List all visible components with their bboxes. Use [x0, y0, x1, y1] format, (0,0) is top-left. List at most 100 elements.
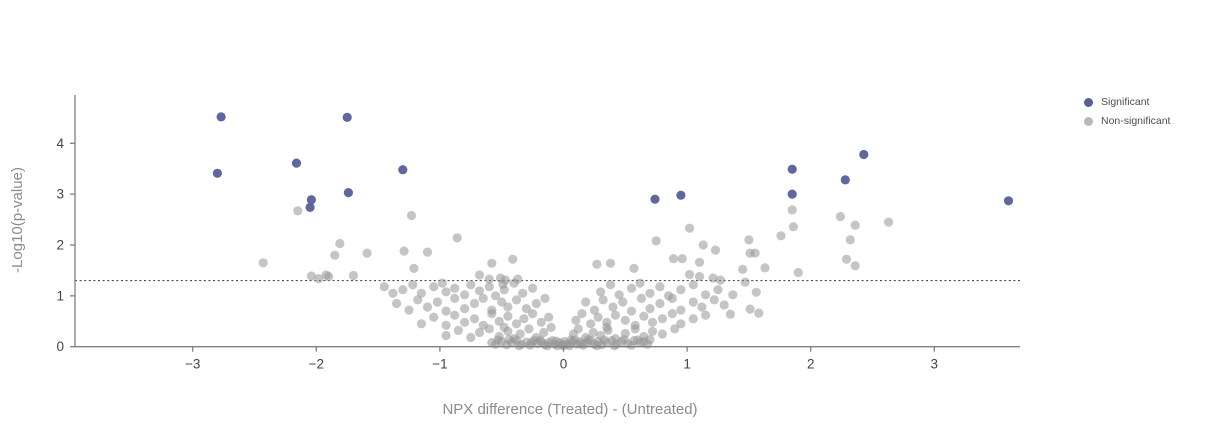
- data-point-non-significant[interactable]: [503, 302, 513, 312]
- data-point-non-significant[interactable]: [841, 254, 852, 264]
- data-point-non-significant[interactable]: [460, 317, 470, 327]
- data-point-non-significant[interactable]: [416, 319, 426, 329]
- data-point-non-significant[interactable]: [508, 254, 518, 264]
- data-point-non-significant[interactable]: [647, 317, 658, 327]
- data-point-non-significant[interactable]: [667, 309, 677, 319]
- data-point-non-significant[interactable]: [676, 305, 686, 315]
- data-point-non-significant[interactable]: [511, 319, 522, 329]
- data-point-non-significant[interactable]: [484, 274, 494, 284]
- data-point-significant[interactable]: [1003, 196, 1014, 206]
- data-point-non-significant[interactable]: [519, 314, 529, 324]
- data-point-non-significant[interactable]: [487, 258, 497, 268]
- data-point-non-significant[interactable]: [531, 298, 541, 309]
- data-point-non-significant[interactable]: [598, 295, 608, 305]
- data-point-significant[interactable]: [306, 195, 316, 205]
- data-point-non-significant[interactable]: [453, 325, 463, 335]
- data-point-non-significant[interactable]: [710, 245, 721, 255]
- data-point-significant[interactable]: [650, 194, 660, 204]
- data-point-non-significant[interactable]: [708, 273, 718, 283]
- data-point-non-significant[interactable]: [540, 293, 550, 303]
- data-point-non-significant[interactable]: [668, 254, 679, 264]
- data-point-non-significant[interactable]: [657, 329, 668, 339]
- data-point-non-significant[interactable]: [593, 312, 603, 322]
- data-point-significant[interactable]: [216, 112, 226, 122]
- data-point-non-significant[interactable]: [651, 236, 661, 246]
- data-point-non-significant[interactable]: [626, 306, 637, 316]
- data-point-non-significant[interactable]: [667, 293, 677, 303]
- data-point-non-significant[interactable]: [647, 326, 658, 336]
- data-point-non-significant[interactable]: [754, 308, 764, 318]
- data-point-non-significant[interactable]: [713, 285, 723, 295]
- data-point-non-significant[interactable]: [441, 320, 451, 330]
- data-point-non-significant[interactable]: [544, 312, 554, 322]
- data-point-non-significant[interactable]: [589, 305, 600, 315]
- data-point-non-significant[interactable]: [608, 302, 618, 312]
- data-point-significant[interactable]: [343, 188, 353, 198]
- data-point-non-significant[interactable]: [685, 223, 695, 233]
- data-point-non-significant[interactable]: [478, 293, 488, 303]
- data-point-non-significant[interactable]: [293, 206, 303, 216]
- data-point-non-significant[interactable]: [596, 287, 606, 297]
- data-point-non-significant[interactable]: [645, 335, 655, 345]
- data-point-non-significant[interactable]: [614, 290, 624, 300]
- data-point-non-significant[interactable]: [388, 288, 398, 298]
- legend-item-non-significant[interactable]: Non-significant: [1084, 115, 1170, 128]
- data-point-non-significant[interactable]: [335, 238, 345, 249]
- data-point-non-significant[interactable]: [688, 314, 698, 324]
- data-point-non-significant[interactable]: [655, 282, 665, 292]
- data-point-non-significant[interactable]: [793, 267, 803, 278]
- data-point-non-significant[interactable]: [409, 263, 419, 273]
- data-point-non-significant[interactable]: [610, 310, 621, 320]
- data-point-non-significant[interactable]: [629, 263, 639, 273]
- data-point-non-significant[interactable]: [399, 246, 409, 256]
- data-point-non-significant[interactable]: [835, 211, 846, 222]
- data-point-non-significant[interactable]: [677, 254, 687, 264]
- data-point-non-significant[interactable]: [635, 278, 645, 288]
- data-point-non-significant[interactable]: [452, 233, 462, 243]
- data-point-non-significant[interactable]: [392, 298, 402, 309]
- data-point-non-significant[interactable]: [626, 283, 637, 293]
- data-point-non-significant[interactable]: [738, 264, 748, 274]
- data-point-non-significant[interactable]: [750, 248, 760, 258]
- data-point-non-significant[interactable]: [528, 283, 538, 293]
- data-point-non-significant[interactable]: [413, 295, 423, 305]
- data-point-non-significant[interactable]: [787, 205, 797, 215]
- data-point-non-significant[interactable]: [429, 282, 439, 292]
- data-point-non-significant[interactable]: [450, 283, 460, 293]
- data-point-non-significant[interactable]: [441, 330, 451, 341]
- data-point-non-significant[interactable]: [685, 269, 695, 280]
- data-point-non-significant[interactable]: [497, 297, 507, 307]
- data-point-significant[interactable]: [859, 149, 869, 160]
- data-point-non-significant[interactable]: [655, 298, 665, 309]
- data-point-non-significant[interactable]: [509, 278, 519, 288]
- data-point-non-significant[interactable]: [645, 304, 655, 314]
- data-point-non-significant[interactable]: [539, 327, 549, 338]
- data-point-non-significant[interactable]: [466, 280, 476, 290]
- data-point-non-significant[interactable]: [676, 285, 686, 295]
- data-point-significant[interactable]: [342, 112, 352, 122]
- data-point-significant[interactable]: [212, 168, 222, 178]
- data-point-non-significant[interactable]: [605, 258, 616, 268]
- data-point-non-significant[interactable]: [592, 259, 602, 269]
- data-point-non-significant[interactable]: [588, 327, 598, 338]
- data-point-non-significant[interactable]: [503, 326, 513, 336]
- data-point-non-significant[interactable]: [398, 285, 408, 295]
- data-point-non-significant[interactable]: [577, 309, 587, 319]
- data-point-non-significant[interactable]: [474, 270, 485, 280]
- data-point-non-significant[interactable]: [441, 287, 451, 297]
- data-point-non-significant[interactable]: [688, 297, 698, 307]
- data-point-non-significant[interactable]: [670, 324, 680, 334]
- data-point-non-significant[interactable]: [751, 287, 761, 297]
- legend-item-significant[interactable]: Significant: [1084, 96, 1170, 109]
- data-point-non-significant[interactable]: [460, 304, 470, 314]
- data-point-non-significant[interactable]: [379, 282, 389, 292]
- data-point-non-significant[interactable]: [432, 297, 442, 307]
- data-point-significant[interactable]: [787, 164, 797, 174]
- data-point-significant[interactable]: [291, 158, 302, 168]
- data-point-non-significant[interactable]: [441, 306, 451, 316]
- data-point-non-significant[interactable]: [422, 302, 433, 312]
- data-point-non-significant[interactable]: [521, 304, 532, 314]
- data-point-non-significant[interactable]: [630, 324, 640, 334]
- data-point-non-significant[interactable]: [524, 324, 534, 334]
- data-point-non-significant[interactable]: [740, 277, 750, 287]
